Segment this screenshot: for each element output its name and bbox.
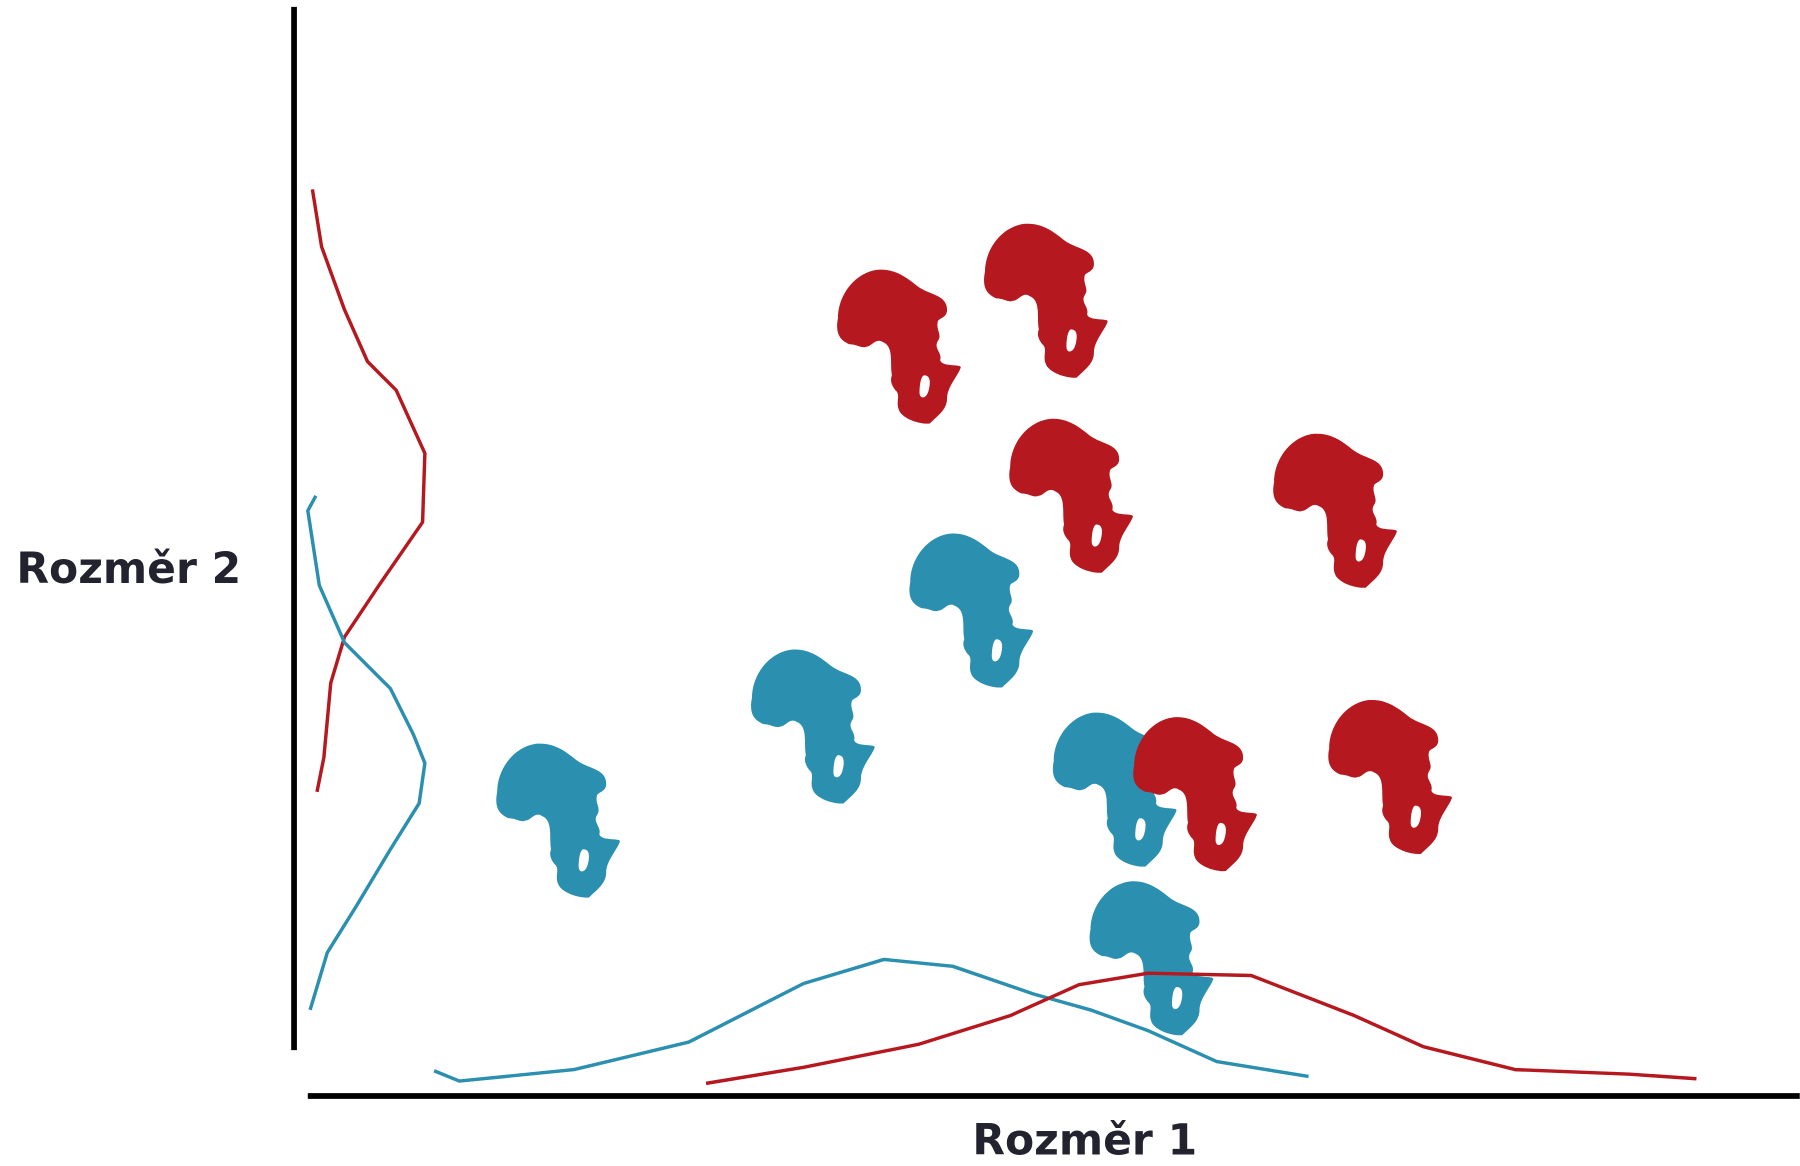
density-curve xyxy=(433,957,1309,1083)
pelvis-icon xyxy=(1328,699,1453,854)
pelvis-icon xyxy=(837,269,961,424)
pelvis-icon xyxy=(751,649,875,804)
pelvis-icon xyxy=(1089,881,1214,1036)
pelvis-icon xyxy=(1009,418,1133,573)
y-axis-label: Rozměr 2 xyxy=(16,545,241,594)
density-curve xyxy=(705,971,1697,1086)
density-curve xyxy=(306,494,427,1011)
pelvis-icon xyxy=(1273,433,1397,588)
x-axis-label: Rozměr 1 xyxy=(972,1117,1197,1166)
density-curve xyxy=(310,189,427,793)
pelvis-icon xyxy=(496,743,620,898)
pelvis-icon xyxy=(909,533,1034,688)
density-curves xyxy=(306,189,1697,1086)
icons xyxy=(496,223,1453,1036)
pelvis-icon xyxy=(984,223,1108,378)
